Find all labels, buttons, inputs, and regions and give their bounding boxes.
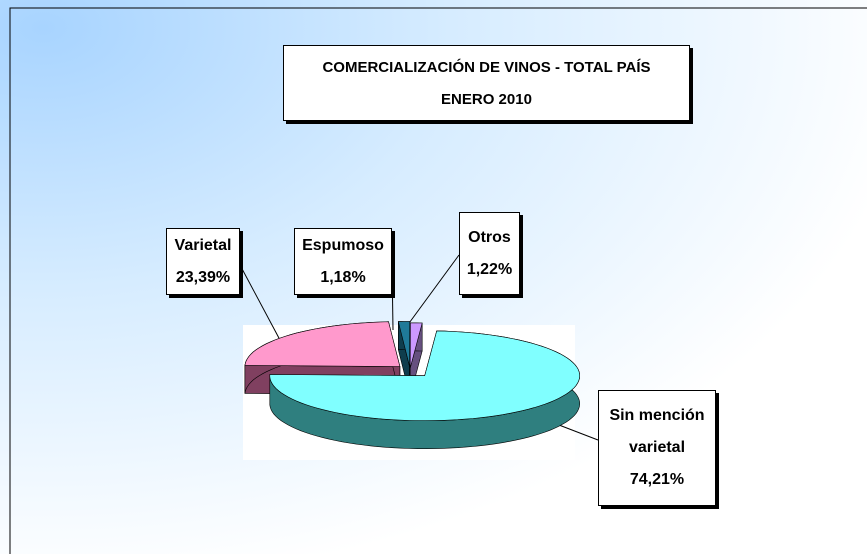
slice [269,330,581,421]
label-text: Varietal [174,236,232,254]
label-text: Sin mención varietal [609,407,705,456]
leader-line [403,254,460,331]
data-label: Varietal 23,39% [166,228,240,295]
label-text: Espumoso [302,236,384,254]
chart-border [9,7,867,554]
slice [409,322,423,368]
label-text: 74,21% [629,471,685,488]
data-label: Otros 1,22% [459,212,520,295]
chart-title: COMERCIALIZACIÓN DE VINOS - TOTAL PAÍS [322,59,651,76]
label-text: 1,18% [320,268,366,286]
slice [397,321,411,367]
label-text: 1,22% [466,260,513,278]
title-box: COMERCIALIZACIÓN DE VINOS - TOTAL PAÍS E… [283,45,690,121]
data-label: Espumoso 1,18% [294,228,392,295]
leader-line [391,261,394,331]
slice [244,321,401,367]
chart-subtitle: ENERO 2010 [441,91,532,108]
data-label: Sin mención varietal 74,21% [598,390,716,506]
leader-line [239,264,281,341]
label-text: Otros [468,228,511,246]
label-text: 23,39% [175,268,231,286]
